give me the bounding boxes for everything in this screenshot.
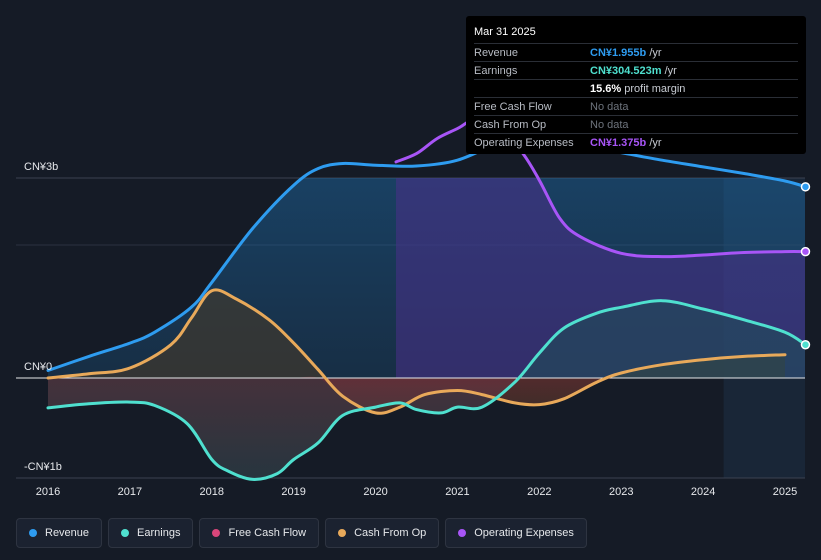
tooltip-panel: Mar 31 2025 Revenue CN¥1.955b /yr Earnings… xyxy=(466,16,806,154)
legend-dot-icon xyxy=(212,529,221,537)
x-tick-2024: 2024 xyxy=(691,486,715,498)
negative-area-cash-from-op xyxy=(48,376,785,414)
area-cash-from-op xyxy=(48,289,785,414)
series-areas xyxy=(48,178,805,478)
x-axis-ticks: 2016 2017 2018 2019 2020 2021 2022 2023 2024 2025 xyxy=(36,486,797,498)
legend-label: Earnings xyxy=(137,527,181,539)
x-tick-2017: 2017 xyxy=(118,486,142,498)
x-tick-2025: 2025 xyxy=(773,486,797,498)
y-tick-top: CN¥3b xyxy=(24,161,58,173)
legend-dot-icon xyxy=(29,529,37,537)
line-operating-expenses xyxy=(394,118,807,259)
legend-label: Free Cash Flow xyxy=(228,527,307,539)
tooltip-value: 15.6% profit margin xyxy=(590,82,686,95)
tooltip-key: Free Cash Flow xyxy=(474,100,552,113)
tooltip-value: CN¥1.375b /yr xyxy=(590,136,662,149)
y-tick-zero: CN¥0 xyxy=(24,361,52,373)
x-tick-2021: 2021 xyxy=(445,486,469,498)
y-tick-bottom: -CN¥1b xyxy=(24,461,62,473)
x-tick-2022: 2022 xyxy=(527,486,551,498)
tooltip-value: No data xyxy=(590,118,629,131)
legend-item-operating-expenses[interactable]: Operating Expenses xyxy=(445,518,587,548)
x-tick-2018: 2018 xyxy=(200,486,224,498)
line-cash-from-op xyxy=(46,288,787,415)
legend-dot-icon xyxy=(338,529,347,537)
x-tick-2020: 2020 xyxy=(363,486,387,498)
x-tick-2016: 2016 xyxy=(36,486,60,498)
x-tick-2019: 2019 xyxy=(281,486,305,498)
series-end-dots xyxy=(800,182,811,350)
legend-item-earnings[interactable]: Earnings xyxy=(108,518,194,548)
tooltip-row: Free Cash Flow No data xyxy=(474,97,798,115)
line-earnings xyxy=(46,299,807,481)
legend-dot-icon xyxy=(458,529,467,537)
tooltip-row: Revenue CN¥1.955b /yr xyxy=(474,43,798,61)
series-lines xyxy=(46,118,807,481)
legend-item-free-cash-flow[interactable]: Free Cash Flow xyxy=(199,518,320,548)
legend-label: Operating Expenses xyxy=(474,527,574,539)
tooltip-value: CN¥1.955b /yr xyxy=(590,46,662,59)
end-dot-operating-expenses xyxy=(800,246,811,257)
legend-item-revenue[interactable]: Revenue xyxy=(16,518,103,548)
tooltip-date: Mar 31 2025 xyxy=(474,26,536,38)
tooltip-key: Cash From Op xyxy=(474,118,547,131)
tooltip-value: CN¥304.523m /yr xyxy=(590,64,677,77)
tooltip-row: 15.6% profit margin xyxy=(474,79,798,97)
tooltip-key: Operating Expenses xyxy=(474,136,574,149)
end-dot-revenue xyxy=(800,182,811,192)
tooltip-row: Cash From Op No data xyxy=(474,115,798,133)
x-tick-2023: 2023 xyxy=(609,486,633,498)
tooltip-row: Earnings CN¥304.523m /yr xyxy=(474,61,798,79)
line-revenue xyxy=(46,133,807,372)
legend-item-cash-from-op[interactable]: Cash From Op xyxy=(325,518,440,548)
legend: Revenue Earnings Free Cash Flow Cash From O… xyxy=(16,518,587,548)
tooltip-value: No data xyxy=(590,100,629,113)
legend-label: Cash From Op xyxy=(354,527,427,539)
legend-dot-icon xyxy=(121,529,130,537)
tooltip-key: Earnings xyxy=(474,64,518,77)
tooltip-rows: Revenue CN¥1.955b /yr Earnings CN¥304.523m … xyxy=(474,43,798,151)
end-dot-earnings xyxy=(800,340,811,350)
tooltip-row: Operating Expenses CN¥1.375b /yr xyxy=(474,133,798,151)
negative-area-earnings xyxy=(48,377,805,478)
tooltip-key: Revenue xyxy=(474,46,519,59)
legend-label: Revenue xyxy=(45,527,90,539)
chart: CN¥3b CN¥0 -CN¥1b 2016 2017 2018 2019 2020 20… xyxy=(16,118,811,498)
